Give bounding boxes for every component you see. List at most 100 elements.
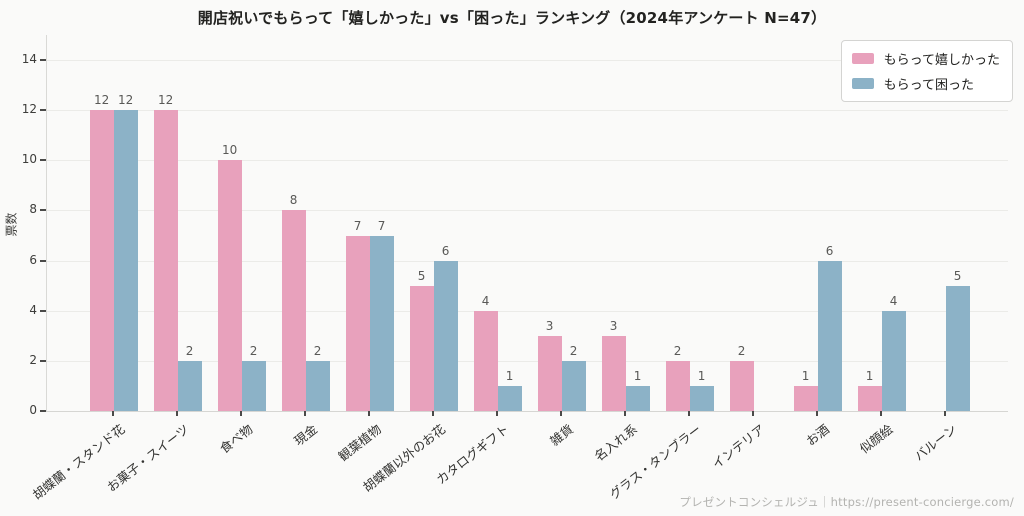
x-tick-mark-4 [367, 411, 370, 416]
x-tick-mark-8 [623, 411, 626, 416]
x-tick-mark-7 [559, 411, 562, 416]
chart-title: 開店祝いでもらって「嬉しかった」vs「困った」ランキング（2024年アンケート … [197, 9, 827, 27]
x-label-11: お酒 [802, 421, 832, 449]
y-tick-label: 2 [29, 352, 37, 367]
x-tick-mark-1 [175, 411, 178, 416]
gridline-y6 [47, 260, 1008, 262]
y-tick-mark [40, 410, 46, 412]
bar-value-label: 3 [545, 318, 554, 333]
bar-happy-12: 1 [857, 369, 882, 411]
bar-happy-3: 8 [281, 193, 306, 411]
bar-value-label: 2 [185, 343, 194, 358]
bar-value-label: 1 [801, 368, 810, 383]
bar-value-label: 8 [289, 193, 298, 208]
x-tick-mark-2 [239, 411, 242, 416]
bar-value-label: 2 [737, 343, 746, 358]
x-axis-line [46, 411, 1008, 412]
x-tick-mark-3 [303, 411, 306, 416]
gridline-y12 [47, 110, 1008, 112]
bar-happy-9: 2 [665, 344, 690, 411]
x-tick-mark-5 [431, 411, 434, 416]
bar-happy-8: 3 [601, 319, 626, 411]
y-axis-label: 票数 [4, 212, 19, 237]
x-tick-mark-13 [943, 411, 946, 416]
bar-value-label: 7 [353, 218, 362, 233]
bar-trouble-12: 4 [881, 294, 906, 411]
legend-row-trouble: もらって困った [851, 74, 1000, 93]
bar-value-label: 3 [609, 318, 618, 333]
bar-value-label: 5 [953, 268, 962, 283]
y-tick-mark [40, 159, 46, 162]
bar-value-label: 1 [865, 368, 874, 383]
x-tick-mark-9 [687, 411, 690, 416]
bar-value-label: 12 [117, 93, 134, 108]
x-label-8: 名入れ系 [591, 421, 640, 464]
bar-value-label: 1 [697, 368, 706, 383]
gridline-y10 [47, 160, 1008, 162]
bar-happy-1: 12 [153, 93, 178, 411]
bar-value-label: 1 [505, 368, 514, 383]
gridline-y2 [47, 360, 1008, 362]
bar-happy-4: 7 [345, 219, 370, 411]
bar-trouble-0: 12 [113, 93, 138, 411]
x-label-13: バルーン [911, 421, 960, 464]
legend-label-happy: もらって嬉しかった [883, 53, 1000, 68]
bar-trouble-9: 1 [689, 369, 714, 411]
x-tick-mark-11 [815, 411, 818, 416]
bar-value-label: 7 [377, 218, 386, 233]
bar-value-label: 2 [249, 343, 258, 358]
x-tick-mark-10 [751, 411, 754, 416]
bar-trouble-11: 6 [817, 244, 842, 411]
y-tick-label: 6 [29, 252, 37, 267]
plot-area: 0 2 4 6 8 10 12 14 12 12 12 2 10 2 8 2 7 7 5 6 4 1 3 2 3 1 2 1 2 1 6 1… [22, 35, 1008, 417]
bar-value-label: 2 [673, 343, 682, 358]
y-tick-label: 0 [29, 403, 37, 417]
bar-happy-5: 5 [409, 269, 434, 411]
bar-happy-7: 3 [537, 319, 562, 411]
bar-happy-10: 2 [729, 344, 754, 411]
bar-trouble-6: 1 [497, 369, 522, 411]
bar-value-label: 10 [221, 143, 238, 158]
legend-label-trouble: もらって困った [883, 78, 974, 93]
bar-value-label: 4 [889, 293, 898, 308]
y-tick-label: 10 [21, 152, 37, 167]
y-tick-label: 4 [29, 302, 37, 317]
y-tick-label: 8 [29, 202, 37, 217]
x-tick-mark-12 [879, 411, 882, 416]
legend-row-happy: もらって嬉しかった [851, 49, 1000, 68]
bar-value-label: 12 [93, 93, 110, 108]
y-tick-label: 12 [21, 102, 37, 117]
bar-trouble-3: 2 [305, 344, 330, 411]
y-tick-mark [40, 59, 46, 62]
footer-credit: プレゼントコンシェルジュ｜https://present-concierge.c… [679, 495, 1014, 509]
x-tick-mark-6 [495, 411, 498, 416]
bar-value-label: 2 [569, 343, 578, 358]
bar-happy-6: 4 [473, 294, 498, 411]
x-label-4: 観葉植物 [335, 421, 384, 464]
legend-swatch-trouble [851, 78, 874, 89]
x-label-7: 雑貨 [546, 421, 576, 449]
gridline-y14 [47, 60, 1008, 62]
bar-value-label: 12 [157, 93, 174, 108]
gridline-y8 [47, 210, 1008, 212]
legend-swatch-happy [851, 53, 874, 64]
x-label-12: 似顔絵 [856, 421, 896, 457]
bar-value-label: 6 [441, 243, 450, 258]
bar-trouble-7: 2 [561, 344, 586, 411]
bar-trouble-1: 2 [177, 344, 202, 411]
x-label-10: インテリア [709, 421, 768, 472]
y-tick-mark [40, 309, 46, 312]
y-tick-label: 14 [21, 52, 37, 67]
bar-value-label: 6 [825, 243, 834, 258]
bar-happy-11: 1 [793, 369, 818, 411]
bar-happy-0: 12 [89, 93, 114, 411]
bar-trouble-4: 7 [369, 219, 394, 411]
bar-trouble-13: 5 [945, 269, 970, 411]
bar-value-label: 2 [313, 343, 322, 358]
bar-trouble-8: 1 [625, 369, 650, 411]
x-label-2: 食べ物 [216, 421, 256, 457]
bar-trouble-5: 6 [433, 244, 458, 411]
gridline-y4 [47, 310, 1008, 312]
legend: もらって嬉しかった もらって困った [840, 40, 1013, 102]
